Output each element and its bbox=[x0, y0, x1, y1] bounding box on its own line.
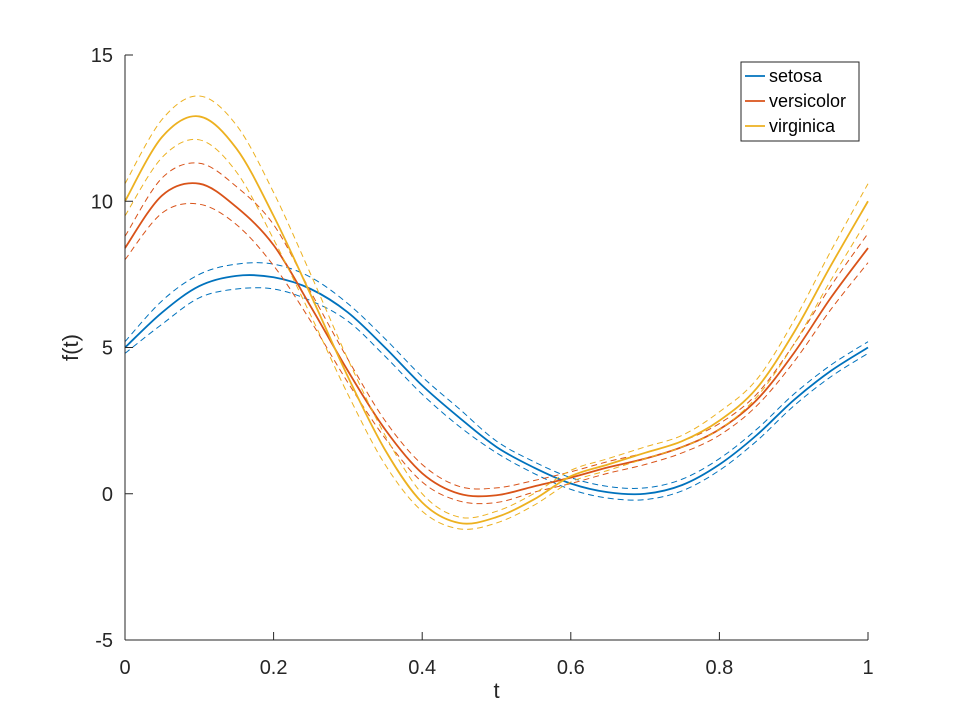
series-setosa-ci-upper bbox=[124, 262, 869, 489]
series-setosa-line bbox=[124, 274, 869, 496]
series-setosa-ci-lower bbox=[124, 287, 869, 501]
y-tick-label: -5 bbox=[95, 630, 113, 652]
x-tick-label: 0 bbox=[119, 657, 130, 679]
x-tick-label: 0.4 bbox=[408, 657, 436, 679]
series-virginica-ci-lower bbox=[124, 138, 869, 530]
series-versicolor-ci-upper bbox=[124, 162, 869, 490]
series-virginica-ci-upper bbox=[124, 95, 869, 519]
plot-lines bbox=[124, 95, 869, 530]
x-tick-label: 0.6 bbox=[557, 657, 585, 679]
x-tick-label: 0.2 bbox=[260, 657, 288, 679]
x-tick-label: 1 bbox=[862, 657, 873, 679]
ticks: 0 0.2 0.4 0.6 0.8 1 -5 0 5 10 15 bbox=[91, 45, 874, 679]
x-tick-label: 0.8 bbox=[705, 657, 733, 679]
legend: setosa versicolor virginica bbox=[740, 61, 860, 142]
x-axis-label: t bbox=[493, 678, 499, 703]
y-tick-label: 15 bbox=[91, 45, 113, 67]
series-versicolor-ci-lower bbox=[124, 202, 869, 505]
y-tick-label: 10 bbox=[91, 191, 113, 213]
y-tick-label: 0 bbox=[102, 484, 113, 506]
legend-label-setosa: setosa bbox=[769, 66, 823, 86]
legend-label-versicolor: versicolor bbox=[769, 91, 846, 111]
y-tick-label: 5 bbox=[102, 338, 113, 360]
series-versicolor-line bbox=[124, 182, 869, 498]
y-axis-label: f(t) bbox=[58, 334, 83, 361]
series-virginica-line bbox=[124, 115, 869, 525]
legend-label-virginica: virginica bbox=[769, 116, 836, 136]
